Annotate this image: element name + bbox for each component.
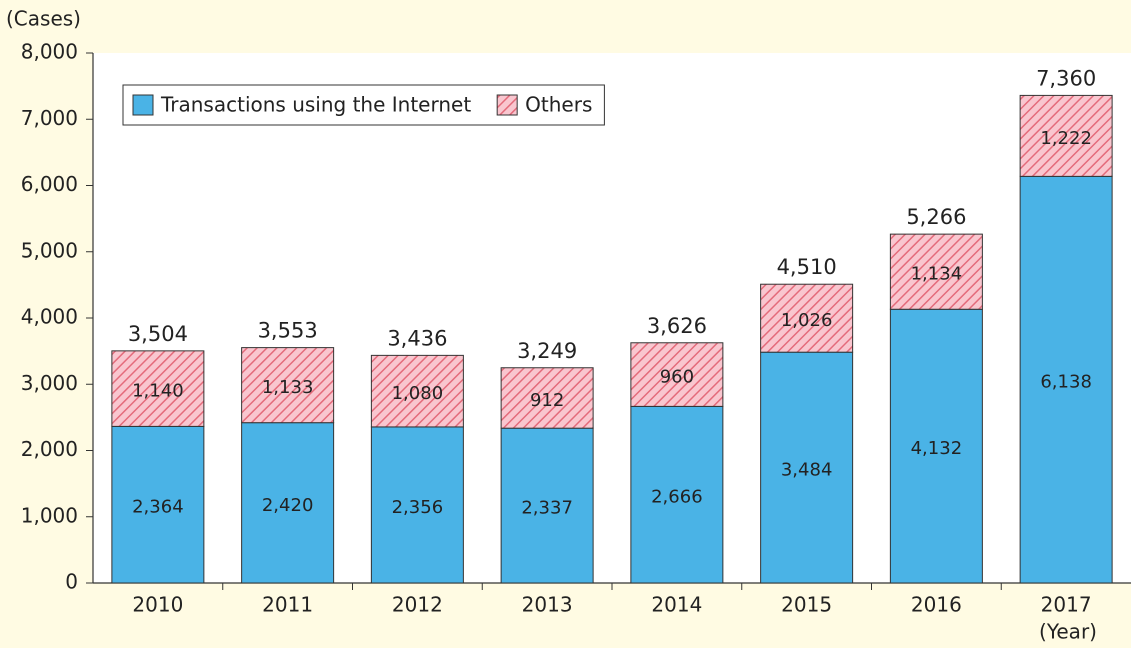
value-label: 960: [660, 367, 694, 388]
value-label: 1,140: [132, 381, 184, 402]
x-tick-label: 2010: [132, 593, 183, 617]
y-tick-label: 7,000: [21, 106, 78, 130]
x-tick-label: 2012: [392, 593, 443, 617]
bar-segment: [111, 425, 205, 584]
legend-swatch: [496, 94, 518, 116]
value-label: 4,132: [911, 438, 963, 459]
x-tick-label: 2017: [1041, 593, 1092, 617]
x-axis-label: (Year): [1039, 620, 1097, 644]
y-tick-label: 6,000: [21, 172, 78, 196]
legend-swatch: [132, 94, 154, 116]
total-label: 3,626: [647, 314, 707, 338]
x-tick-label: 2014: [651, 593, 702, 617]
total-label: 5,266: [906, 205, 966, 229]
bar-segment: [630, 342, 724, 407]
x-tick-label: 2015: [781, 593, 832, 617]
total-label: 3,436: [387, 326, 447, 350]
bar-segment: [630, 405, 724, 584]
value-label: 1,222: [1040, 128, 1092, 149]
value-label: 6,138: [1040, 372, 1092, 393]
value-label: 3,484: [781, 460, 833, 481]
total-label: 3,504: [128, 322, 188, 346]
x-tick-label: 2011: [262, 593, 313, 617]
y-axis-label: (Cases): [6, 7, 81, 31]
total-label: 3,553: [258, 319, 318, 343]
value-label: 2,420: [262, 495, 314, 516]
bar-segment: [1019, 175, 1113, 584]
y-tick-label: 2,000: [21, 437, 78, 461]
y-tick-label: 8,000: [21, 40, 78, 64]
y-tick-label: 3,000: [21, 371, 78, 395]
bar-segment: [760, 351, 854, 584]
value-label: 2,364: [132, 497, 184, 518]
value-label: 1,133: [262, 377, 314, 398]
legend-box: [122, 84, 605, 126]
bar-segment: [500, 367, 594, 429]
bar-segment: [1019, 94, 1113, 177]
bar-segment: [241, 347, 335, 424]
y-tick-label: 0: [65, 570, 78, 594]
x-tick-label: 2016: [911, 593, 962, 617]
bar-segment: [889, 233, 983, 310]
value-label: 2,337: [521, 498, 573, 519]
value-label: 912: [530, 390, 564, 411]
y-tick-label: 4,000: [21, 305, 78, 329]
legend-label: Others: [525, 93, 592, 117]
bar-segment: [370, 426, 464, 584]
value-label: 2,356: [392, 497, 444, 518]
bar-segment: [760, 283, 854, 353]
total-label: 3,249: [517, 339, 577, 363]
value-label: 2,666: [651, 487, 703, 508]
value-label: 1,134: [911, 264, 963, 285]
bar-segment: [241, 422, 335, 584]
value-label: 1,026: [781, 310, 833, 331]
bar-segment: [500, 427, 594, 584]
legend: Transactions using the Internet Others: [122, 84, 605, 126]
bar-segment: [370, 354, 464, 428]
total-label: 7,360: [1036, 66, 1096, 90]
total-label: 4,510: [777, 255, 837, 279]
bar-segment: [111, 350, 205, 427]
legend-label: Transactions using the Internet: [160, 93, 471, 117]
y-tick-label: 1,000: [21, 503, 78, 527]
bar-segment: [889, 308, 983, 584]
value-label: 1,080: [392, 383, 444, 404]
x-tick-label: 2013: [522, 593, 573, 617]
y-tick-label: 5,000: [21, 238, 78, 262]
